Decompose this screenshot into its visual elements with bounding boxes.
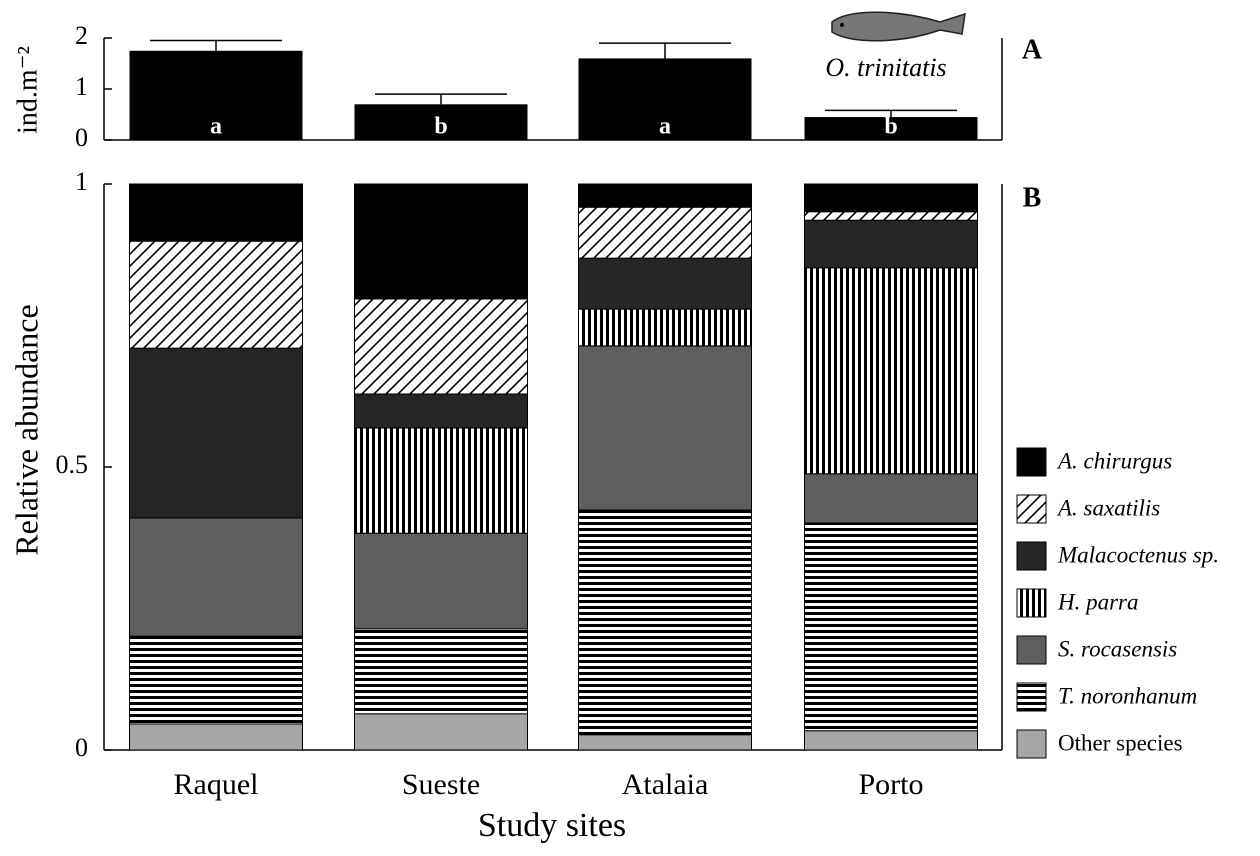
y-tick-label: 1 xyxy=(75,167,88,196)
group-letter: b xyxy=(884,114,897,140)
y-axis-label: ind.m⁻² xyxy=(12,46,43,134)
group-letter: b xyxy=(434,114,447,140)
bar-segment xyxy=(578,308,752,347)
x-tick-label: Atalaia xyxy=(622,768,709,801)
legend-swatch xyxy=(1016,447,1047,477)
bar-segment xyxy=(354,628,528,715)
bar-segment xyxy=(578,734,752,751)
legend-swatch xyxy=(1016,682,1047,712)
legend-label: H. parra xyxy=(1057,589,1139,614)
y-tick-label: 0 xyxy=(75,123,88,152)
x-tick-label: Raquel xyxy=(174,768,259,801)
bar-segment xyxy=(804,219,978,269)
bar-segment xyxy=(354,713,528,751)
bar-segment xyxy=(354,298,528,395)
y-tick-label: 0 xyxy=(75,733,88,762)
bar-segment xyxy=(804,473,978,524)
bar-segment xyxy=(129,183,303,242)
legend-swatch xyxy=(1016,541,1047,571)
fish-icon xyxy=(831,11,966,42)
group-letter: a xyxy=(210,114,222,140)
legend-label: S. rocasensis xyxy=(1058,636,1177,661)
bar-segment xyxy=(129,723,303,751)
legend-label: A. chirurgus xyxy=(1056,448,1172,473)
bar-segment xyxy=(804,730,978,751)
bar-segment xyxy=(804,211,978,221)
bar-segment xyxy=(354,393,528,429)
bar-segment xyxy=(578,206,752,259)
legend-label: Malacoctenus sp. xyxy=(1057,542,1219,567)
bar-segment xyxy=(354,427,528,534)
legend-label: A. saxatilis xyxy=(1056,495,1160,520)
legend-swatch xyxy=(1016,729,1047,759)
bar-segment xyxy=(129,240,303,349)
bar-segment xyxy=(129,635,303,725)
annotation: O. trinitatis xyxy=(825,53,946,82)
panel-label: A xyxy=(1022,34,1043,65)
bar-segment xyxy=(804,522,978,732)
bar xyxy=(804,117,978,140)
legend-swatch xyxy=(1016,588,1047,618)
x-tick-label: Porto xyxy=(858,768,923,801)
legend-swatch xyxy=(1016,494,1047,524)
legend-label: Other species xyxy=(1058,730,1183,755)
bar-segment xyxy=(578,345,752,511)
legend-label: T. noronhanum xyxy=(1058,683,1197,708)
bar-segment xyxy=(578,257,752,310)
bar-segment xyxy=(578,509,752,736)
bar-segment xyxy=(354,532,528,630)
group-letter: a xyxy=(659,114,671,140)
y-axis-label: Relative abundance xyxy=(8,304,44,555)
bar xyxy=(354,104,528,140)
bar-segment xyxy=(578,183,752,208)
bar xyxy=(578,58,752,140)
y-tick-label: 0.5 xyxy=(56,450,89,479)
y-tick-label: 1 xyxy=(75,72,88,101)
panel-label: B xyxy=(1023,182,1042,213)
y-tick-label: 2 xyxy=(75,21,88,50)
bar-segment xyxy=(804,183,978,213)
x-tick-label: Sueste xyxy=(402,768,480,801)
bar-segment xyxy=(354,183,528,300)
bar-segment xyxy=(129,347,303,519)
bar-segment xyxy=(129,517,303,637)
bar xyxy=(129,50,303,140)
x-axis-label: Study sites xyxy=(478,807,626,844)
legend-swatch xyxy=(1016,635,1047,665)
bar-segment xyxy=(804,267,978,475)
